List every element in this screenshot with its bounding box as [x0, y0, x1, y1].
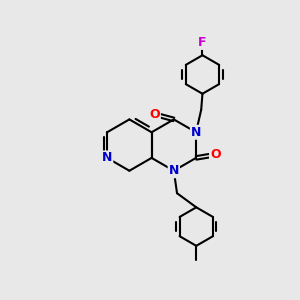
- Text: N: N: [169, 164, 179, 177]
- Text: O: O: [149, 108, 160, 121]
- Text: O: O: [210, 148, 220, 161]
- Text: N: N: [191, 126, 201, 139]
- Text: N: N: [102, 152, 112, 164]
- Text: F: F: [198, 36, 207, 49]
